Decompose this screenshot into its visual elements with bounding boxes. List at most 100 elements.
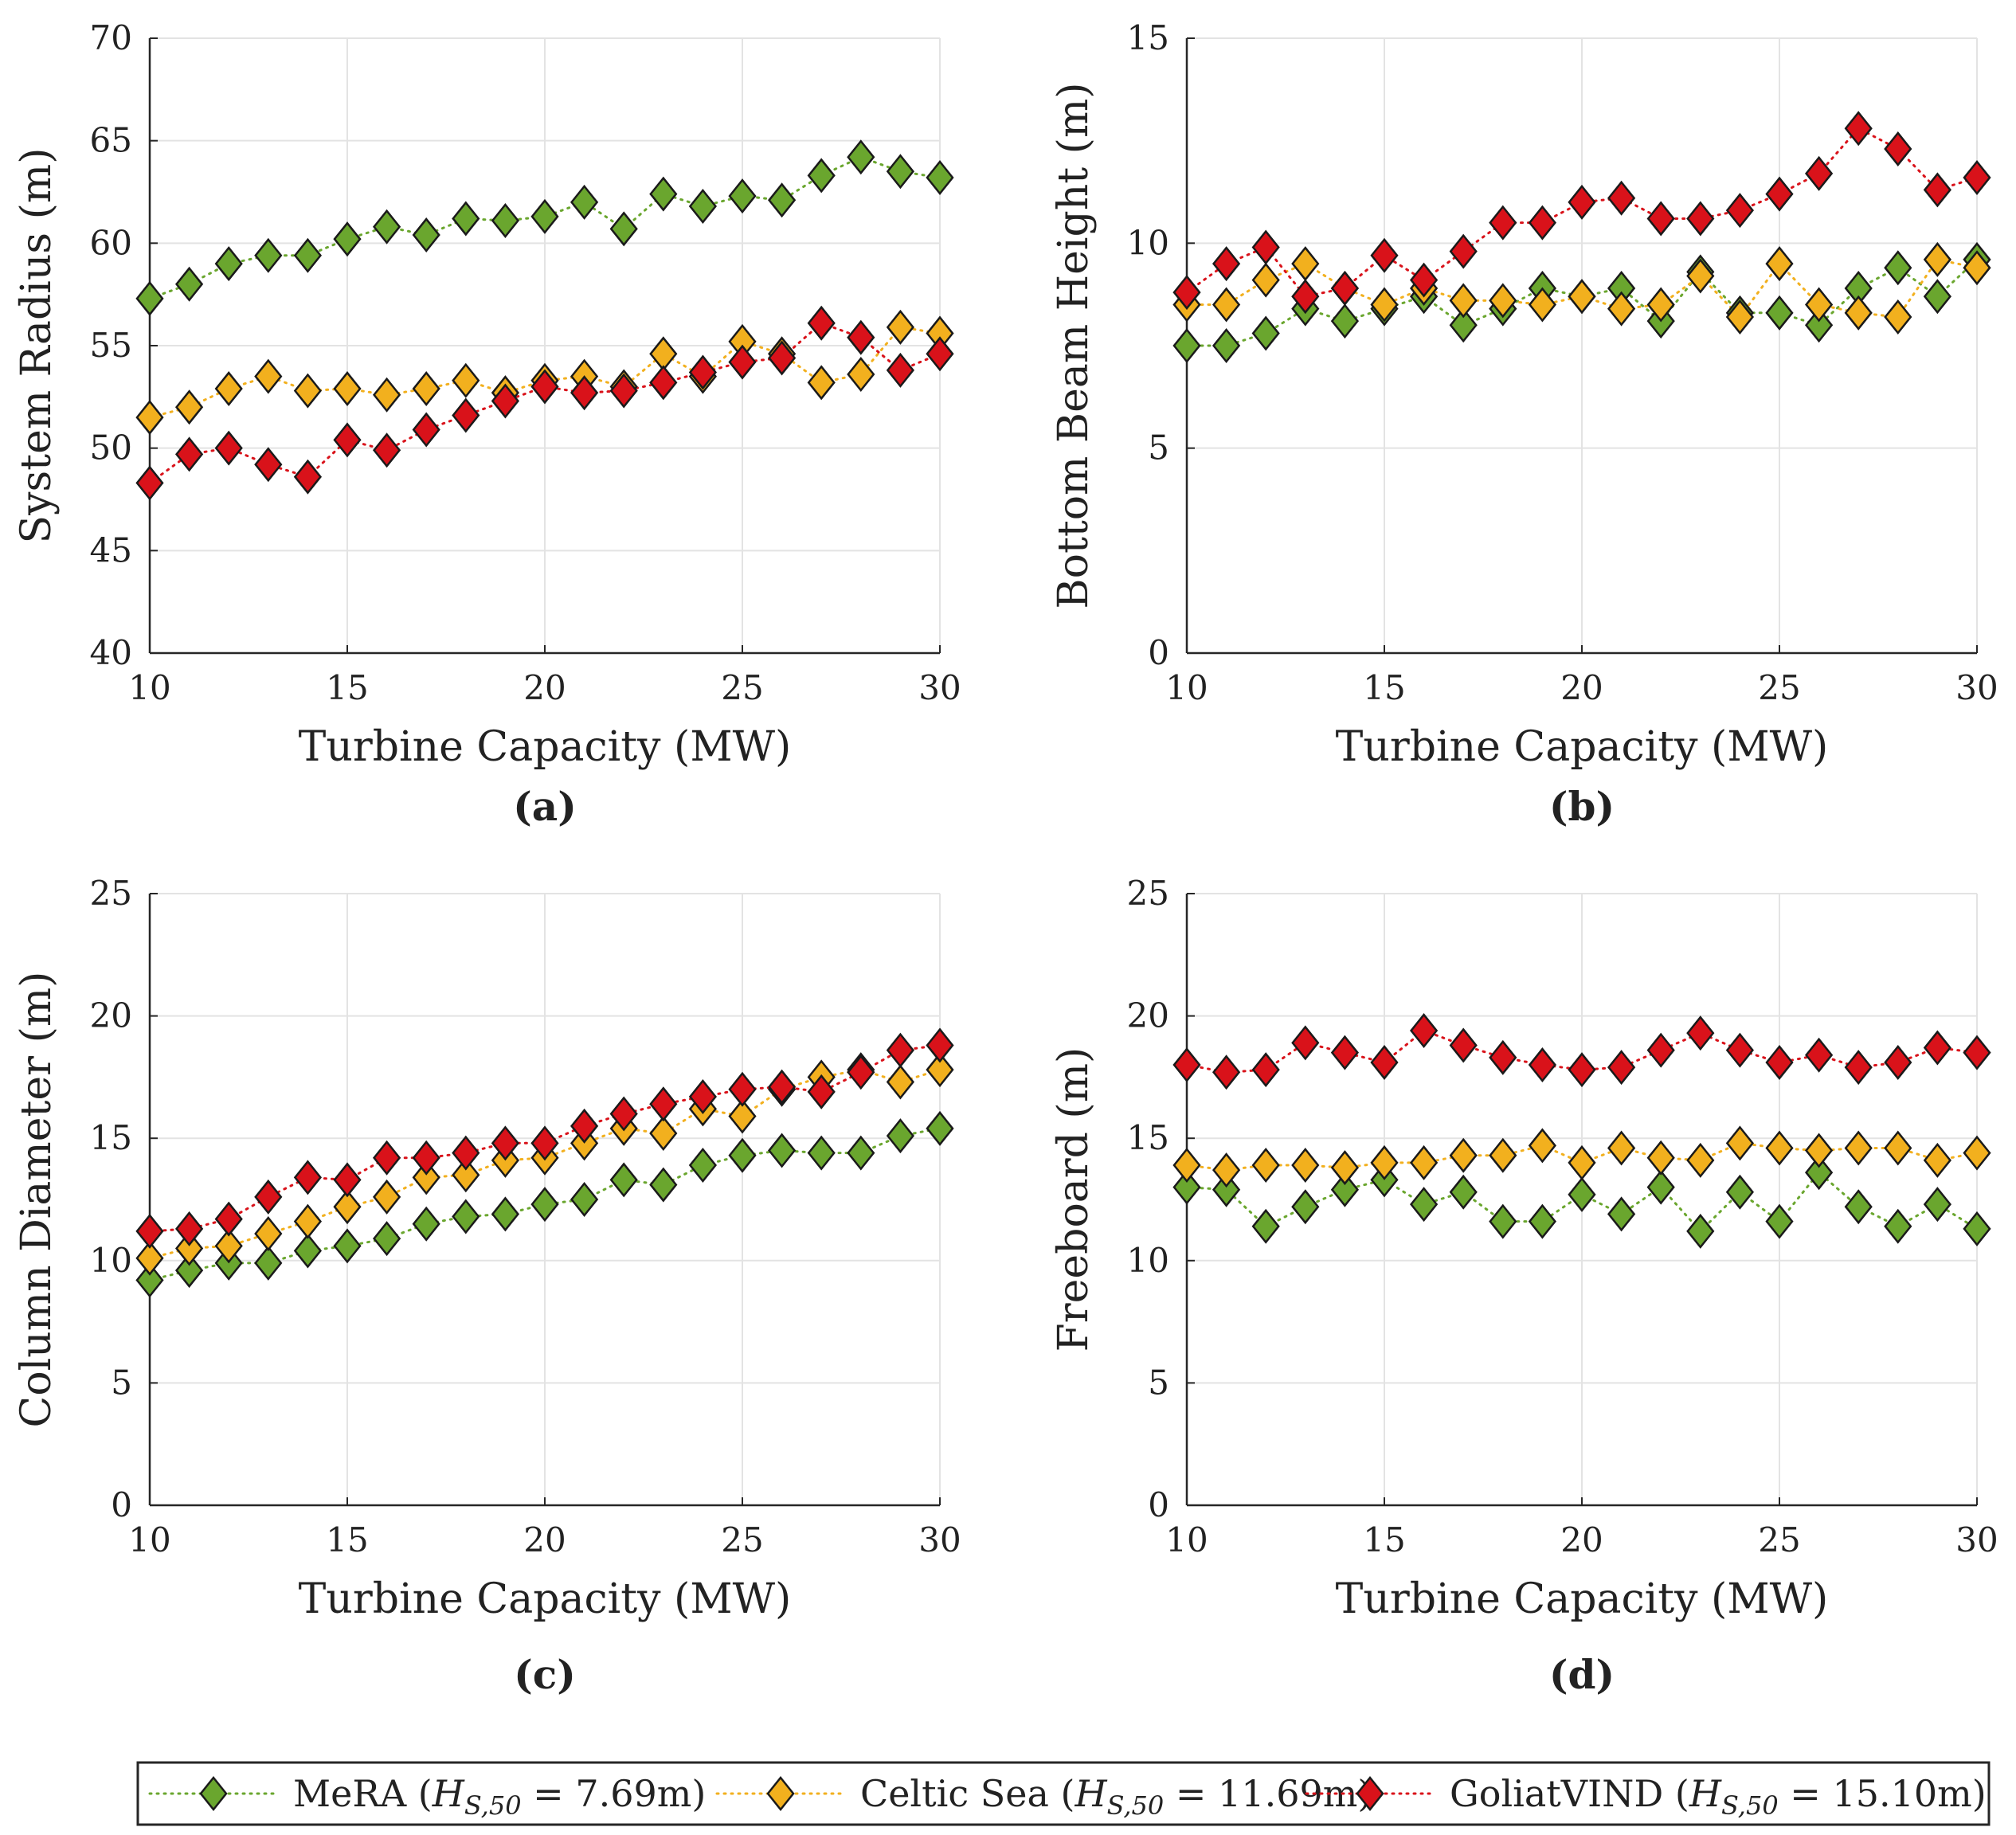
data-point-celtic-sea: [847, 357, 875, 393]
data-point-goliatvind: [530, 369, 559, 405]
data-point-goliatvind: [1370, 237, 1399, 273]
data-point-goliatvind: [174, 436, 204, 472]
x-tick-label: 15: [1363, 1520, 1405, 1559]
data-point-celtic-sea: [1765, 1130, 1794, 1166]
data-point-celtic-sea: [1686, 258, 1715, 294]
panel-a: 10 15 20 25 30 40 45 50 55 60 65 70 Turbine Capacity…: [13, 18, 961, 830]
data-point-mera: [1489, 1203, 1517, 1239]
data-point-mera: [1212, 327, 1241, 364]
data-point-goliatvind: [1884, 131, 1912, 166]
data-point-goliatvind: [491, 383, 520, 419]
data-point-celtic-sea: [333, 1189, 362, 1225]
legend-label: MeRA (HS,50 = 7.69m): [293, 1772, 706, 1821]
legend-label-math: H: [432, 1772, 465, 1815]
data-point-goliatvind: [372, 432, 401, 468]
data-point-mera: [1765, 295, 1794, 331]
data-point-celtic-sea: [1686, 1142, 1715, 1178]
data-point-celtic-sea: [1923, 241, 1952, 277]
data-point-celtic-sea: [1172, 1147, 1201, 1183]
data-point-goliatvind: [135, 1213, 164, 1249]
data-point-goliatvind: [1923, 172, 1952, 208]
y-tick-label: 55: [90, 326, 132, 365]
y-tick-label: 50: [90, 428, 132, 468]
data-point-mera: [1330, 1172, 1360, 1207]
x-tick-label: 20: [523, 668, 566, 707]
data-point-celtic-sea: [886, 1064, 915, 1100]
legend-label-sub: S,50: [1107, 1790, 1165, 1821]
data-point-mera: [491, 1196, 520, 1232]
data-point-mera: [1923, 1187, 1952, 1223]
data-point-celtic-sea: [1844, 295, 1873, 331]
data-point-mera: [1528, 1203, 1557, 1239]
y-tick-label: 45: [90, 530, 132, 569]
data-point-mera: [491, 203, 520, 239]
x-tick-label: 30: [918, 1520, 961, 1559]
data-point-celtic-sea: [412, 1160, 440, 1195]
y-tick-label: 25: [90, 874, 132, 913]
y-tick-label: 10: [1127, 1241, 1169, 1280]
data-point-goliatvind: [452, 1135, 480, 1171]
data-point-goliatvind: [412, 412, 440, 448]
x-tick-label: 10: [128, 1520, 170, 1559]
data-point-celtic-sea: [1765, 246, 1794, 282]
data-point-mera: [1212, 1172, 1241, 1207]
data-point-mera: [412, 217, 440, 253]
data-point-celtic-sea: [728, 1098, 757, 1134]
legend: MeRA (HS,50 = 7.69m) Celtic Sea (HS,50 = …: [136, 1761, 1991, 1826]
y-tick-label: 65: [90, 121, 132, 160]
data-point-celtic-sea: [135, 1240, 164, 1276]
data-point-celtic-sea: [649, 336, 678, 372]
y-tick-label: 0: [1148, 1485, 1169, 1524]
legend-label-suffix: = 11.69m): [1164, 1772, 1372, 1815]
data-point-goliatvind: [1765, 176, 1794, 212]
data-point-celtic-sea: [1330, 1150, 1360, 1186]
data-point-mera: [807, 1135, 836, 1171]
data-point-mera: [1409, 1187, 1439, 1223]
data-point-mera: [412, 1206, 440, 1242]
y-tick-label: 5: [1148, 1363, 1169, 1402]
legend-entry-celtic-sea: Celtic Sea (HS,50 = 11.69m): [715, 1772, 1372, 1821]
data-point-mera: [728, 178, 757, 214]
data-point-goliatvind: [847, 319, 875, 355]
data-point-goliatvind: [570, 1108, 599, 1144]
data-point-celtic-sea: [1489, 1137, 1517, 1173]
data-point-celtic-sea: [886, 309, 915, 345]
panel-caption: (a): [513, 783, 577, 830]
data-point-celtic-sea: [372, 1179, 401, 1215]
data-point-goliatvind: [1251, 1052, 1280, 1088]
data-point-celtic-sea: [372, 377, 401, 413]
data-point-goliatvind: [1172, 1047, 1201, 1083]
data-point-goliatvind: [1765, 1044, 1794, 1080]
legend-label: GoliatVIND (HS,50 = 15.10m): [1450, 1772, 1987, 1821]
data-point-goliatvind: [609, 373, 638, 409]
data-point-celtic-sea: [1646, 1140, 1675, 1176]
data-point-goliatvind: [1725, 193, 1755, 229]
data-point-mera: [1963, 1211, 1991, 1246]
data-point-goliatvind: [254, 447, 283, 483]
data-point-celtic-sea: [254, 358, 283, 394]
data-point-mera: [1923, 279, 1952, 315]
legend-box: [136, 1761, 1991, 1826]
panel-d: 10 15 20 25 30 0 5 10 15 20 25 Turbine Capacity (MW…: [1050, 874, 1998, 1698]
data-point-goliatvind: [847, 1054, 875, 1090]
data-point-mera: [174, 1253, 204, 1289]
data-point-mera: [293, 1233, 323, 1269]
y-axis-label: Column Diameter (m): [13, 972, 61, 1428]
data-point-mera: [1251, 1208, 1280, 1244]
data-point-goliatvind: [1449, 1027, 1478, 1063]
data-point-mera: [1765, 1203, 1794, 1239]
legend-marker: [199, 1775, 228, 1812]
y-tick-label: 0: [1148, 633, 1169, 672]
data-point-celtic-sea: [174, 389, 204, 425]
legend-label: Celtic Sea (HS,50 = 11.69m): [860, 1772, 1372, 1821]
data-point-goliatvind: [1489, 1039, 1517, 1075]
data-point-mera: [1725, 1174, 1755, 1210]
data-point-celtic-sea: [1725, 1125, 1755, 1161]
data-point-celtic-sea: [926, 1052, 954, 1088]
y-tick-label: 40: [90, 633, 132, 672]
y-tick-label: 15: [1127, 1118, 1169, 1157]
data-point-goliatvind: [1449, 233, 1478, 269]
x-tick-label: 15: [326, 1520, 368, 1559]
data-point-celtic-sea: [174, 1231, 204, 1266]
y-tick-label: 20: [1127, 996, 1169, 1035]
